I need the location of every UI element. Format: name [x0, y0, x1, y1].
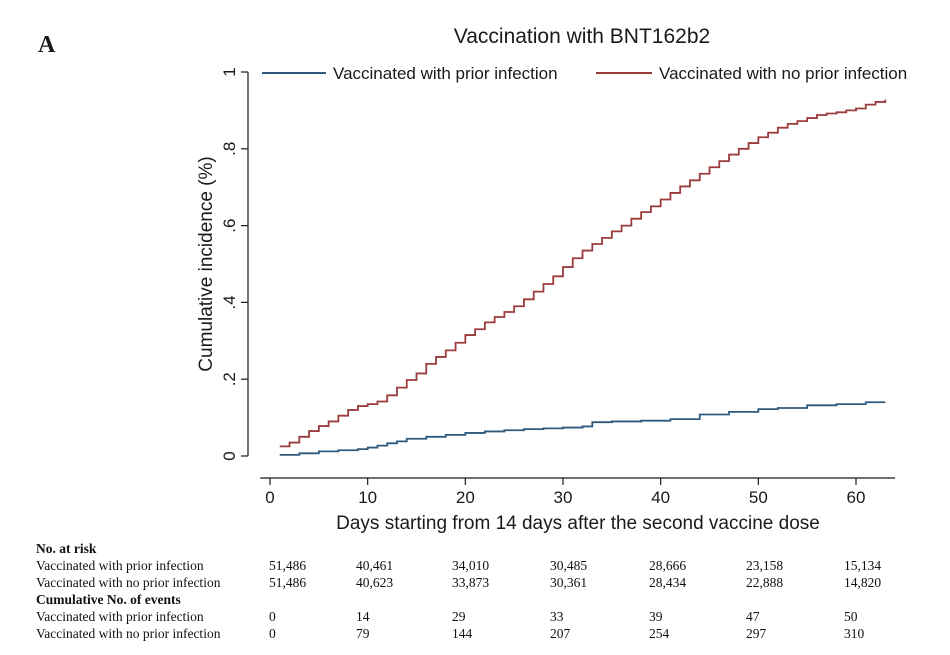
x-axis-label: Days starting from 14 days after the sec… — [336, 513, 820, 534]
at-risk-row: Vaccinated with no prior infection 51,486… — [36, 575, 881, 592]
risk-cell-value: 15,134 — [844, 558, 882, 573]
risk-cell-value: 40,623 — [356, 575, 394, 590]
risk-cell-value: 47 — [746, 609, 760, 624]
risk-table: No. at risk Vaccinated with prior infecti… — [36, 541, 881, 643]
plot-lines — [279, 99, 887, 456]
x-tick-label: 40 — [651, 488, 670, 507]
x-tick-label: 20 — [456, 488, 475, 507]
risk-row-label: Vaccinated with prior infection — [36, 609, 204, 624]
legend-label: Vaccinated with prior infection — [333, 64, 558, 83]
y-tick-label: .8 — [220, 142, 239, 156]
x-tick-label: 0 — [265, 488, 274, 507]
x-tick-label: 50 — [749, 488, 768, 507]
chart-title: Vaccination with BNT162b2 — [454, 25, 710, 48]
risk-cell-value: 34,010 — [452, 558, 490, 573]
x-tick-label: 10 — [358, 488, 377, 507]
y-tick-label: .4 — [220, 295, 239, 309]
risk-cell-value: 29 — [452, 609, 466, 624]
risk-row-label: Vaccinated with no prior infection — [36, 626, 221, 641]
risk-cell-value: 22,888 — [746, 575, 784, 590]
risk-cell-value: 297 — [746, 626, 767, 641]
risk-cell-value: 207 — [550, 626, 571, 641]
legend: Vaccinated with prior infection Vaccinate… — [262, 64, 907, 83]
risk-cell-value: 14 — [356, 609, 370, 624]
risk-cell-value: 33,873 — [452, 575, 490, 590]
risk-row-label: Vaccinated with no prior infection — [36, 575, 221, 590]
risk-cell-value: 144 — [452, 626, 473, 641]
x-tick-label: 30 — [554, 488, 573, 507]
risk-cell-value: 14,820 — [844, 575, 882, 590]
y-tick-label: 0 — [220, 451, 239, 460]
risk-cell-value: 33 — [550, 609, 564, 624]
y-tick-label: .2 — [220, 372, 239, 386]
risk-cell-value: 28,434 — [649, 575, 687, 590]
risk-cell-value: 40,461 — [356, 558, 394, 573]
risk-cell-value: 0 — [269, 626, 276, 641]
events-row: Vaccinated with prior infection 0 14 29 33 39… — [36, 609, 858, 626]
chart-figure: Vaccination with BNT162b2 Cumulative inc… — [196, 25, 907, 534]
risk-cell-value: 51,486 — [269, 558, 307, 573]
risk-cell-value: 23,158 — [746, 558, 784, 573]
risk-cell-value: 30,485 — [550, 558, 588, 573]
risk-cell-value: 51,486 — [269, 575, 307, 590]
risk-cell-value: 310 — [844, 626, 865, 641]
risk-cell-value: 50 — [844, 609, 858, 624]
risk-cell-value: 0 — [269, 609, 276, 624]
events-row: Vaccinated with no prior infection 0 79 144… — [36, 626, 864, 643]
at-risk-row: Vaccinated with prior infection 51,486 40,… — [36, 558, 881, 575]
events-heading: Cumulative No. of events — [36, 592, 181, 607]
panel-label: A — [38, 32, 56, 58]
axes: 0.2.4.6.810 10 20 30 40 50 60 — [220, 67, 896, 507]
series-line-no-prior-infection — [279, 99, 887, 448]
risk-cell-value: 79 — [356, 626, 370, 641]
y-tick-label: .6 — [220, 219, 239, 233]
risk-cell-value: 28,666 — [649, 558, 687, 573]
y-tick-label: 1 — [220, 67, 239, 76]
y-axis-label: Cumulative incidence (%) — [196, 156, 217, 371]
risk-cell-value: 254 — [649, 626, 670, 641]
series-line-prior-infection — [279, 401, 886, 456]
legend-label: Vaccinated with no prior infection — [659, 64, 907, 83]
risk-cell-value: 30,361 — [550, 575, 588, 590]
risk-row-label: Vaccinated with prior infection — [36, 558, 204, 573]
risk-cell-value: 39 — [649, 609, 663, 624]
at-risk-heading: No. at risk — [36, 541, 97, 556]
x-tick-label: 60 — [847, 488, 866, 507]
